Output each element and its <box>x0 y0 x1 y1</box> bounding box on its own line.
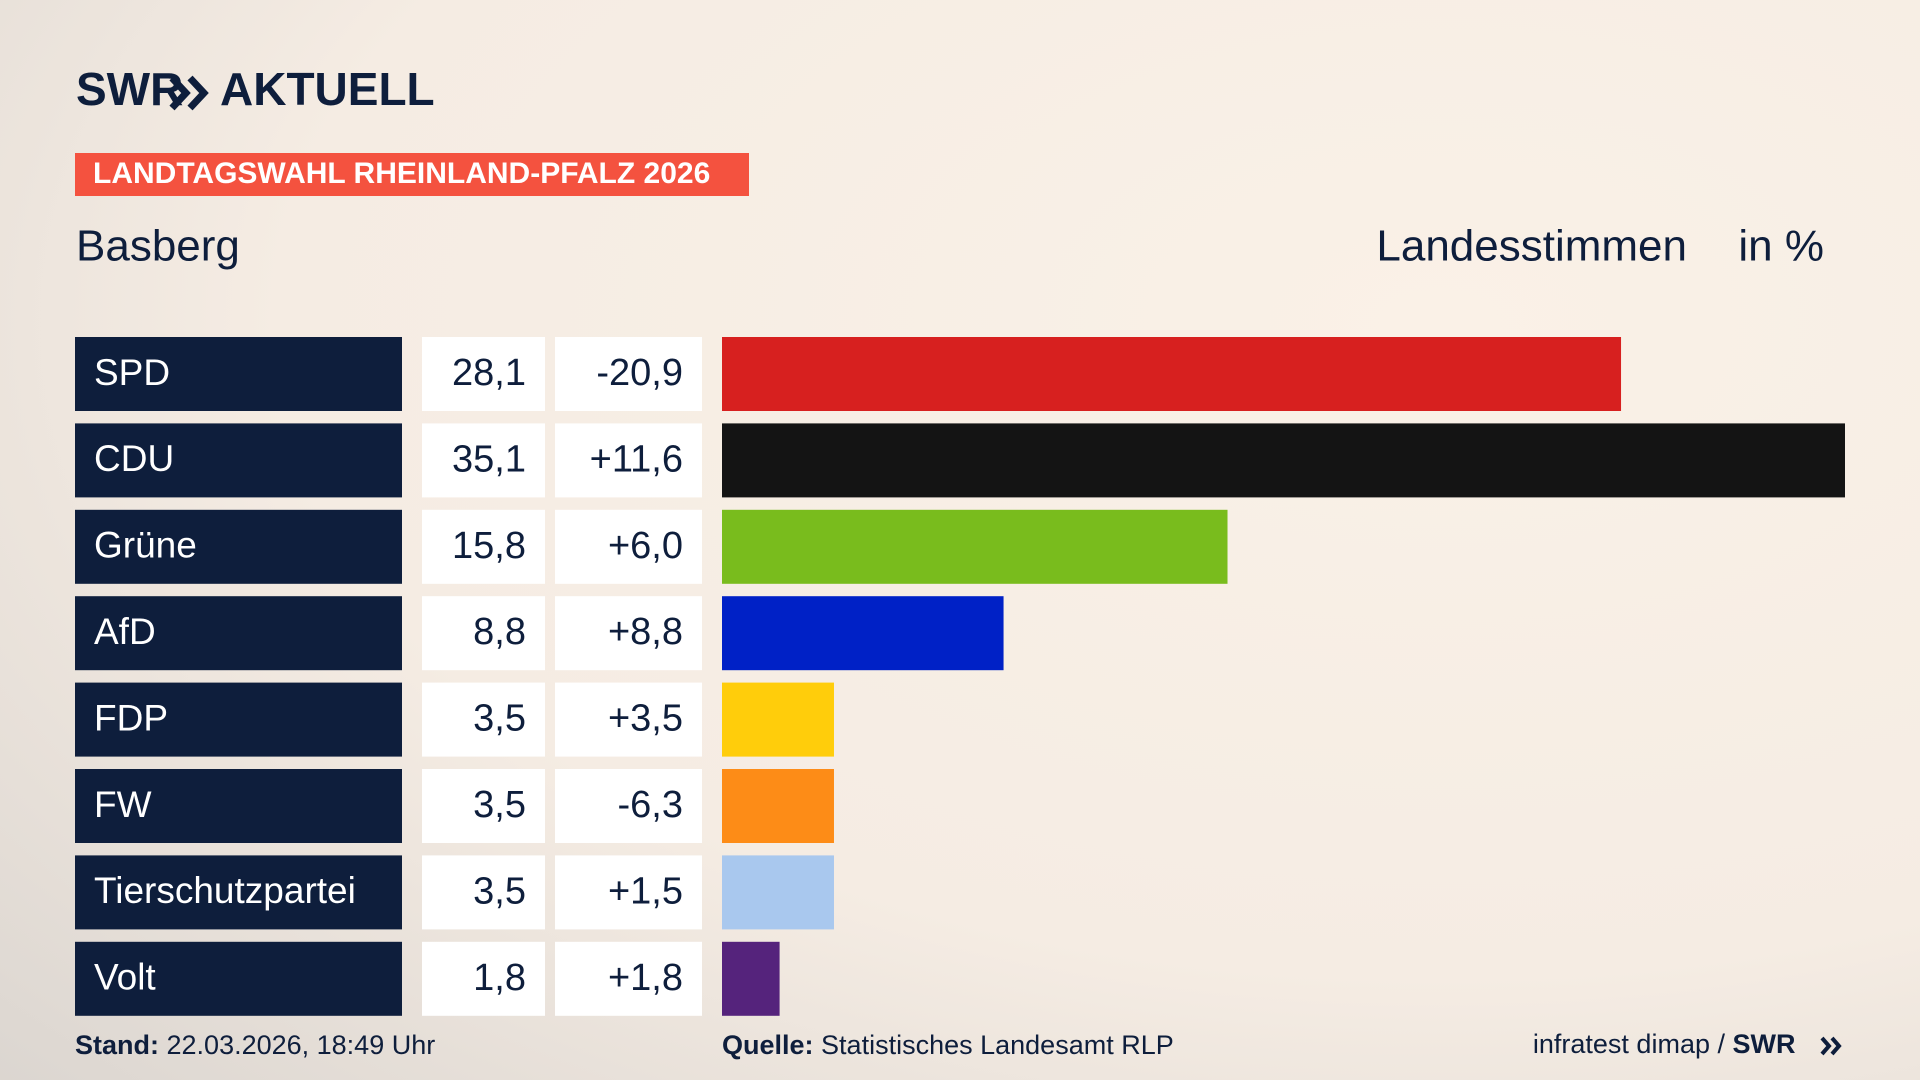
unit: in % <box>1738 222 1824 271</box>
party-label: AfD <box>94 611 156 652</box>
bar <box>722 855 834 930</box>
value-box <box>422 855 545 930</box>
measure: Landesstimmen <box>1376 222 1687 271</box>
value-label: 3,5 <box>473 698 526 740</box>
party-box <box>75 941 402 1016</box>
bar <box>722 941 780 1016</box>
party-label: CDU <box>94 438 174 479</box>
footer-stand: Stand: 22.03.2026, 18:49 Uhr <box>75 1030 435 1060</box>
bar <box>722 682 834 757</box>
change-label: -20,9 <box>596 352 683 394</box>
change-label: +1,8 <box>608 957 683 999</box>
brand: SWR <box>76 63 183 115</box>
stand-label: Stand: <box>75 1030 159 1060</box>
kicker: LANDTAGSWAHL RHEINLAND-PFALZ 2026 <box>93 157 710 190</box>
change-label: +1,5 <box>608 870 683 912</box>
value-box <box>422 941 545 1016</box>
value-label: 8,8 <box>473 611 526 653</box>
source: Statistisches Landesamt RLP <box>821 1030 1174 1060</box>
change-box <box>555 596 702 671</box>
change-box <box>555 769 702 843</box>
change-box <box>555 509 702 584</box>
party-label: Volt <box>94 957 156 998</box>
party-box <box>75 509 402 584</box>
value-box <box>422 682 545 757</box>
bar <box>722 337 1622 411</box>
brand-suffix: AKTUELL <box>220 63 435 115</box>
value-label: 3,5 <box>473 870 526 912</box>
footer-credit: infratest dimap / SWR <box>1495 1029 1818 1059</box>
credit-brand: SWR <box>1732 1029 1795 1059</box>
value-box <box>422 337 545 411</box>
change-box <box>555 423 702 498</box>
value-label: 1,8 <box>473 957 526 999</box>
party-label: Tierschutzpartei <box>94 870 356 911</box>
change-box <box>555 682 702 757</box>
change-box <box>555 941 702 1016</box>
change-label: +3,5 <box>608 698 683 740</box>
change-box <box>555 337 702 411</box>
party-box <box>75 769 402 843</box>
rows: SPD 28,1 -20,9 CDU 35,1 +11,6 Grüne 15,8 +6,0 AfD… <box>75 337 1845 1016</box>
kicker-badge <box>75 153 749 196</box>
value-box <box>422 423 545 498</box>
brand-chevrons <box>169 75 209 111</box>
value-label: 28,1 <box>452 352 526 394</box>
bar <box>722 596 1004 671</box>
party-label: FW <box>94 784 152 825</box>
credit: infratest dimap / <box>1533 1029 1733 1059</box>
party-box <box>75 337 402 411</box>
bar <box>722 509 1228 584</box>
value-label: 3,5 <box>473 784 526 826</box>
party-box <box>75 423 402 498</box>
change-label: +8,8 <box>608 611 683 653</box>
value-box <box>422 509 545 584</box>
change-label: +11,6 <box>590 438 683 480</box>
value-label: 35,1 <box>452 438 526 480</box>
value-label: 15,8 <box>452 525 526 567</box>
value-box <box>422 596 545 671</box>
source-label: Quelle: <box>722 1030 814 1060</box>
change-label: -6,3 <box>618 784 683 826</box>
party-box <box>75 855 402 930</box>
party-label: Grüne <box>94 525 197 566</box>
value-box <box>422 769 545 843</box>
party-label: SPD <box>94 352 170 393</box>
title: Basberg <box>76 222 240 271</box>
bar <box>722 423 1845 498</box>
bar <box>722 769 834 843</box>
party-label: FDP <box>94 697 168 738</box>
party-box <box>75 682 402 757</box>
stand: 22.03.2026, 18:49 Uhr <box>167 1030 436 1060</box>
credit-chevrons <box>1820 1036 1842 1056</box>
change-label: +6,0 <box>608 525 683 567</box>
party-box <box>75 596 402 671</box>
footer-source: Quelle: Statistisches Landesamt RLP <box>722 1030 1174 1060</box>
change-box <box>555 855 702 930</box>
